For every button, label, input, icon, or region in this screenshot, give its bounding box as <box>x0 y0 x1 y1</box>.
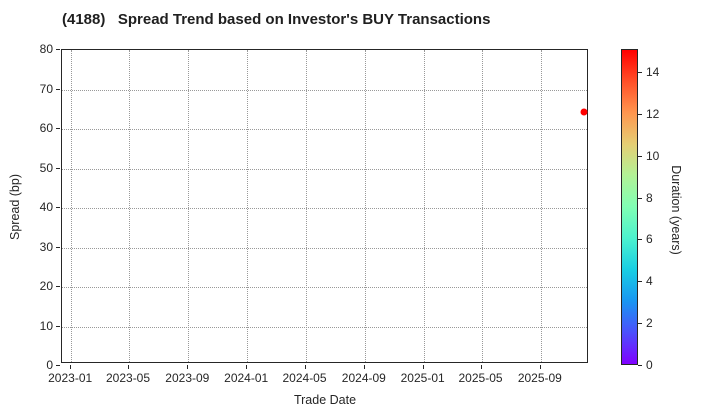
y-tick-mark <box>56 325 60 327</box>
y-tick-label: 80 <box>39 42 53 56</box>
y-tick-label: 0 <box>46 358 53 372</box>
grid-line-x <box>423 50 425 362</box>
chart-title: (4188) Spread Trend based on Investor's … <box>62 11 491 28</box>
y-tick-label: 50 <box>39 160 53 175</box>
colorbar-tick-mark <box>638 72 642 74</box>
colorbar-tick-mark <box>638 365 642 366</box>
grid-line-x <box>364 50 366 362</box>
x-tick-label: 2024-01 <box>224 371 269 385</box>
colorbar-tick-label: 4 <box>646 274 653 289</box>
grid-line-x <box>247 50 249 362</box>
grid-line-y <box>62 208 587 209</box>
colorbar-tick-label: 0 <box>646 358 653 372</box>
grid-line-y <box>62 287 587 288</box>
colorbar-tick-mark <box>638 113 642 115</box>
colorbar-tick-label: 6 <box>646 232 653 247</box>
x-tick-label: 2023-09 <box>165 371 210 385</box>
y-tick-label: 30 <box>39 239 53 254</box>
grid-line-x <box>129 50 131 362</box>
y-tick-mark <box>56 88 60 90</box>
colorbar-tick-label: 2 <box>646 316 653 331</box>
colorbar-tick-mark <box>638 323 642 325</box>
colorbar-tick-mark <box>638 197 642 199</box>
x-tick-mark <box>246 365 248 369</box>
x-tick-mark <box>304 365 306 369</box>
y-tick-label: 60 <box>39 121 53 135</box>
colorbar-tick-label: 14 <box>646 65 660 80</box>
x-tick-label: 2025-01 <box>400 371 445 385</box>
x-tick-label: 2023-01 <box>48 371 93 385</box>
x-tick-label: 2024-09 <box>341 371 386 385</box>
x-tick-label: 2025-09 <box>517 371 562 385</box>
grid-line-x <box>188 50 190 362</box>
x-tick-mark <box>363 365 365 369</box>
colorbar-tick-label: 8 <box>646 190 653 205</box>
data-point <box>580 108 588 116</box>
x-tick-mark <box>539 365 541 369</box>
grid-line-x <box>71 50 73 362</box>
colorbar-tick-mark <box>638 239 642 241</box>
x-tick-mark <box>187 365 189 369</box>
y-tick-mark <box>56 128 60 129</box>
x-tick-label: 2023-05 <box>105 371 151 385</box>
grid-line-x <box>481 50 483 362</box>
y-tick-label: 70 <box>39 81 53 96</box>
y-tick-mark <box>56 365 60 366</box>
colorbar-label: Duration (years) <box>669 165 683 255</box>
y-tick-mark <box>56 167 60 169</box>
y-tick-label: 20 <box>39 279 53 293</box>
colorbar-tick-mark <box>638 155 642 157</box>
grid-line-y <box>62 247 587 249</box>
y-tick-label: 40 <box>39 200 53 214</box>
x-tick-mark <box>70 365 72 369</box>
y-tick-label: 10 <box>39 318 53 333</box>
grid-line-x <box>305 50 307 362</box>
colorbar-tick-label: 12 <box>646 106 660 121</box>
y-tick-mark <box>56 286 60 287</box>
y-tick-mark <box>56 49 60 50</box>
x-tick-mark <box>422 365 424 369</box>
grid-line-y <box>62 168 587 170</box>
plot-area <box>61 49 588 363</box>
grid-line-y <box>62 129 587 130</box>
x-tick-label: 2025-05 <box>458 371 503 385</box>
y-tick-mark <box>56 207 60 208</box>
colorbar <box>621 49 638 365</box>
x-tick-mark <box>128 365 130 369</box>
grid-line-x <box>540 50 542 362</box>
y-tick-mark <box>56 246 60 248</box>
colorbar-tick-label: 10 <box>646 148 660 163</box>
x-tick-label: 2024-05 <box>282 371 327 385</box>
x-tick-mark <box>480 365 482 369</box>
x-axis-label: Trade Date <box>293 393 357 407</box>
colorbar-tick-mark <box>638 281 642 283</box>
grid-line-y <box>62 89 587 91</box>
grid-line-y <box>62 326 587 328</box>
